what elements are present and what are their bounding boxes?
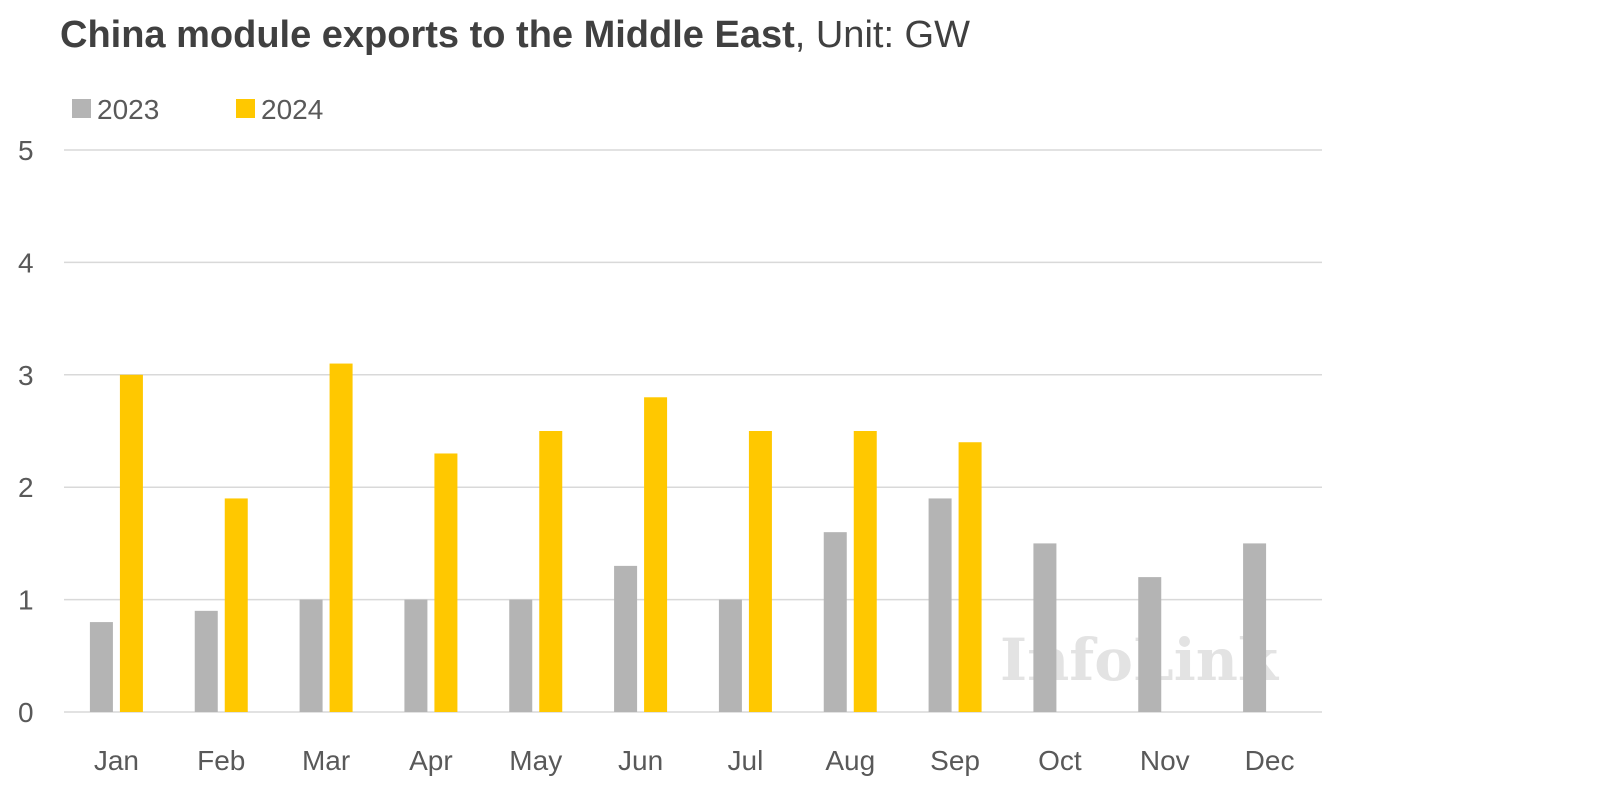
y-axis-ticks: 0 1 2 3 4 5: [18, 135, 34, 728]
bar-2024-jul: [748, 431, 772, 712]
bar-2024-mar: [329, 363, 353, 712]
bar-2023-aug: [823, 532, 847, 712]
x-tick-label-sep: Sep: [930, 745, 980, 776]
bar-2023-feb: [194, 610, 218, 712]
x-axis-ticks: Jan Feb Mar Apr May Jun Jul Aug Sep Oct Nov Dec: [94, 745, 1295, 776]
chart-title-main: China module exports to the Middle East: [60, 14, 795, 56]
x-tick-label-mar: Mar: [302, 745, 350, 776]
bar-2023-oct: [1033, 543, 1057, 712]
x-tick-label-oct: Oct: [1038, 745, 1082, 776]
bar-2024-jan: [119, 374, 143, 712]
x-tick-label-apr: Apr: [409, 745, 453, 776]
legend: 2023 2024: [72, 94, 323, 125]
bar-2024-sep: [958, 442, 982, 712]
bar-2023-jul: [718, 599, 742, 712]
x-tick-label-nov: Nov: [1140, 745, 1190, 776]
legend-label-2024: 2024: [261, 94, 323, 125]
legend-swatch-2023: [72, 99, 91, 118]
y-tick-label: 1: [18, 585, 34, 616]
bar-2023-sep: [928, 498, 952, 712]
bars: [89, 363, 1267, 712]
gridlines: [64, 149, 1322, 713]
bar-2023-dec: [1243, 543, 1267, 712]
bar-2024-feb: [224, 498, 248, 712]
legend-swatch-2024: [236, 99, 255, 118]
chart-title: China module exports to the Middle East,…: [60, 14, 970, 57]
x-tick-label-dec: Dec: [1245, 745, 1295, 776]
bar-2024-jun: [644, 397, 668, 712]
y-tick-label: 4: [18, 247, 34, 278]
bar-2024-may: [539, 431, 563, 712]
x-tick-label-aug: Aug: [825, 745, 875, 776]
x-tick-label-feb: Feb: [197, 745, 245, 776]
y-tick-label: 5: [18, 135, 34, 166]
bar-2023-apr: [404, 599, 428, 712]
bar-2023-nov: [1138, 577, 1162, 712]
chart-title-unit: , Unit: GW: [794, 14, 970, 56]
x-tick-label-jan: Jan: [94, 745, 139, 776]
bar-2023-jun: [614, 565, 638, 712]
bar-2023-jan: [89, 622, 113, 712]
x-tick-label-may: May: [509, 745, 562, 776]
bar-2024-aug: [853, 431, 877, 712]
bar-2024-apr: [434, 453, 458, 712]
y-tick-label: 2: [18, 472, 34, 503]
bar-2023-mar: [299, 599, 323, 712]
legend-label-2023: 2023: [97, 94, 159, 125]
y-tick-label: 3: [18, 360, 34, 391]
bar-2023-may: [509, 599, 533, 712]
x-tick-label-jun: Jun: [618, 745, 663, 776]
x-tick-label-jul: Jul: [728, 745, 764, 776]
y-tick-label: 0: [18, 697, 34, 728]
